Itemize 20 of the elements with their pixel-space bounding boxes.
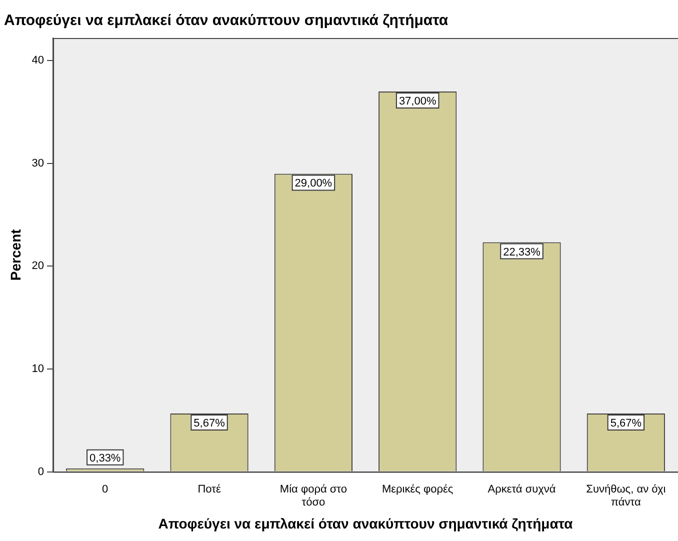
data-label: 22,33%: [503, 246, 541, 258]
y-tick-label: 20: [32, 260, 44, 272]
x-tick-label: Αρκετά συχνά: [488, 483, 556, 496]
y-tick-label: 30: [32, 157, 44, 170]
x-tick-label: Ποτέ: [198, 483, 221, 496]
data-label: 37,00%: [398, 95, 436, 108]
data-label: 5,67%: [194, 418, 226, 430]
y-tick-label: 10: [32, 363, 44, 376]
data-label: 29,00%: [294, 178, 332, 190]
x-tick-label: Μερικές φορές: [382, 483, 454, 496]
x-tick-label: Συνήθως, αν όχι πάντα: [586, 483, 666, 509]
data-label: 0,33%: [90, 452, 121, 464]
x-tick-label: 0: [102, 483, 108, 496]
y-axis-title: Percent: [7, 228, 24, 281]
y-tick-label: 40: [32, 54, 44, 67]
x-tick-label: Μία φορά στο τόσο: [280, 483, 347, 509]
x-axis-title: Αποφεύγει να εμπλακεί όταν ανακύπτουν σημαντικά ζητήματα: [158, 515, 574, 532]
chart-title: Αποφεύγει να εμπλακεί όταν ανακύπτουν σημαντικά ζητήματα: [4, 12, 449, 30]
y-tick-label: 0: [38, 466, 44, 478]
data-label: 5,67%: [610, 418, 642, 430]
